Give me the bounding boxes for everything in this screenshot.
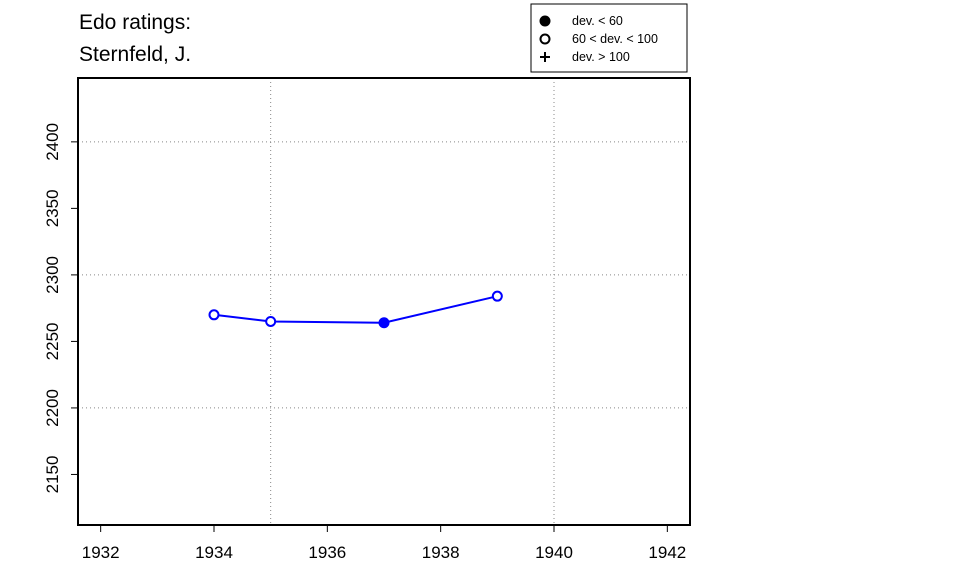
x-tick-label: 1938 — [422, 543, 460, 562]
marker — [491, 290, 503, 302]
y-tick-label: 2300 — [43, 256, 62, 294]
y-tick-label: 2350 — [43, 189, 62, 227]
legend-label: 60 < dev. < 100 — [572, 32, 658, 46]
legend-marker — [540, 52, 550, 62]
x-tick-label: 1942 — [648, 543, 686, 562]
y-tick-label: 2400 — [43, 123, 62, 161]
x-tick-label: 1936 — [308, 543, 346, 562]
legend-marker — [539, 15, 551, 27]
y-tick-label: 2150 — [43, 456, 62, 494]
marker — [265, 315, 277, 327]
x-tick-label: 1940 — [535, 543, 573, 562]
marker — [208, 309, 220, 321]
marker — [378, 317, 390, 329]
x-tick-label: 1934 — [195, 543, 233, 562]
legend-box — [530, 3, 688, 73]
chart-subtitle: Sternfeld, J. — [79, 43, 191, 66]
legend-label: dev. < 60 — [572, 14, 623, 28]
chart-title: Edo ratings: — [79, 11, 191, 34]
legend-marker — [539, 33, 551, 45]
legend: dev. < 60 60 < dev. < 100 dev. > 100 — [530, 3, 688, 73]
line — [213, 295, 498, 324]
y-tick-label: 2250 — [43, 322, 62, 360]
x-tick-label: 1932 — [82, 543, 120, 562]
legend-label: dev. > 100 — [572, 50, 630, 64]
plot-frame — [77, 77, 691, 526]
y-tick-label: 2200 — [43, 389, 62, 427]
